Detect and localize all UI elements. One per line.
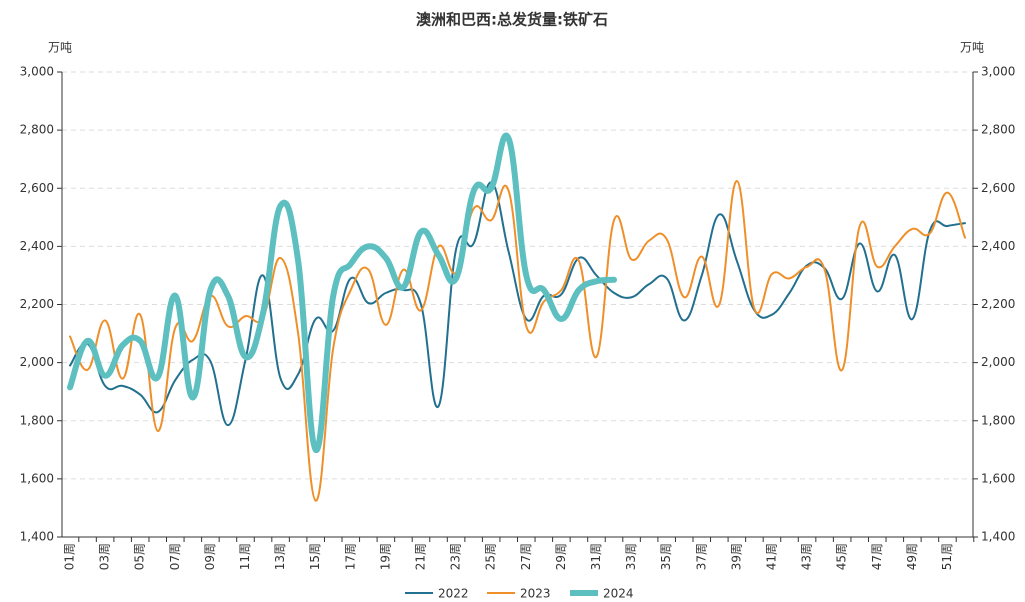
x-tick-label: 33周 — [624, 543, 638, 570]
y-tick-label: 1,400 — [20, 530, 54, 544]
legend-label: 2024 — [603, 587, 634, 601]
x-tick-label: 25周 — [484, 543, 498, 570]
y2-tick-label: 1,600 — [981, 471, 1015, 485]
line-series — [69, 179, 966, 502]
x-tick-label: 21周 — [413, 543, 427, 570]
x-tick-label: 49周 — [905, 543, 919, 570]
x-tick-label: 47周 — [870, 543, 884, 570]
x-tick-label: 35周 — [659, 543, 673, 570]
chart-title: 澳洲和巴西:总发货量:铁矿石 — [416, 11, 608, 29]
line-series — [69, 181, 966, 427]
x-tick-label: 17周 — [343, 543, 357, 570]
y-tick-label: 2,200 — [20, 297, 54, 311]
x-tick-label: 37周 — [694, 543, 708, 570]
x-tick-label: 09周 — [203, 543, 217, 570]
y2-tick-label: 3,000 — [981, 65, 1015, 79]
y-tick-label: 1,800 — [20, 413, 54, 427]
x-tick-label: 41周 — [764, 543, 778, 570]
y2-tick-label: 1,800 — [981, 413, 1015, 427]
x-tick-label: 01周 — [63, 543, 77, 570]
y-tick-label: 2,600 — [20, 181, 54, 195]
legend-label: 2022 — [438, 587, 469, 601]
y-tick-label: 1,600 — [20, 471, 54, 485]
x-tick-label: 45周 — [835, 543, 849, 570]
legend-label: 2023 — [520, 587, 551, 601]
y2-axis-label: 万吨 — [960, 41, 984, 55]
x-tick-label: 19周 — [378, 543, 392, 570]
x-tick-label: 11周 — [238, 543, 252, 570]
y-tick-label: 2,400 — [20, 239, 54, 253]
x-tick-label: 13周 — [273, 543, 287, 570]
x-tick-label: 29周 — [554, 543, 568, 570]
y-tick-label: 2,800 — [20, 123, 54, 137]
x-tick-label: 15周 — [308, 543, 322, 570]
x-tick-label: 31周 — [589, 543, 603, 570]
y2-tick-label: 2,600 — [981, 181, 1015, 195]
y2-tick-label: 2,800 — [981, 123, 1015, 137]
x-tick-label: 23周 — [449, 543, 463, 570]
x-tick-label: 39周 — [729, 543, 743, 570]
y2-tick-label: 2,000 — [981, 355, 1015, 369]
y2-tick-label: 1,400 — [981, 530, 1015, 544]
y-tick-label: 2,000 — [20, 355, 54, 369]
y2-tick-label: 2,400 — [981, 239, 1015, 253]
y-axis-label: 万吨 — [48, 41, 72, 55]
x-tick-label: 05周 — [133, 543, 147, 570]
x-tick-label: 27周 — [519, 543, 533, 570]
x-tick-label: 43周 — [800, 543, 814, 570]
x-tick-label: 03周 — [98, 543, 112, 570]
y2-tick-label: 2,200 — [981, 297, 1015, 311]
x-tick-label: 07周 — [168, 543, 182, 570]
x-tick-label: 51周 — [940, 543, 954, 570]
line-series — [67, 132, 618, 453]
y-tick-label: 3,000 — [20, 65, 54, 79]
